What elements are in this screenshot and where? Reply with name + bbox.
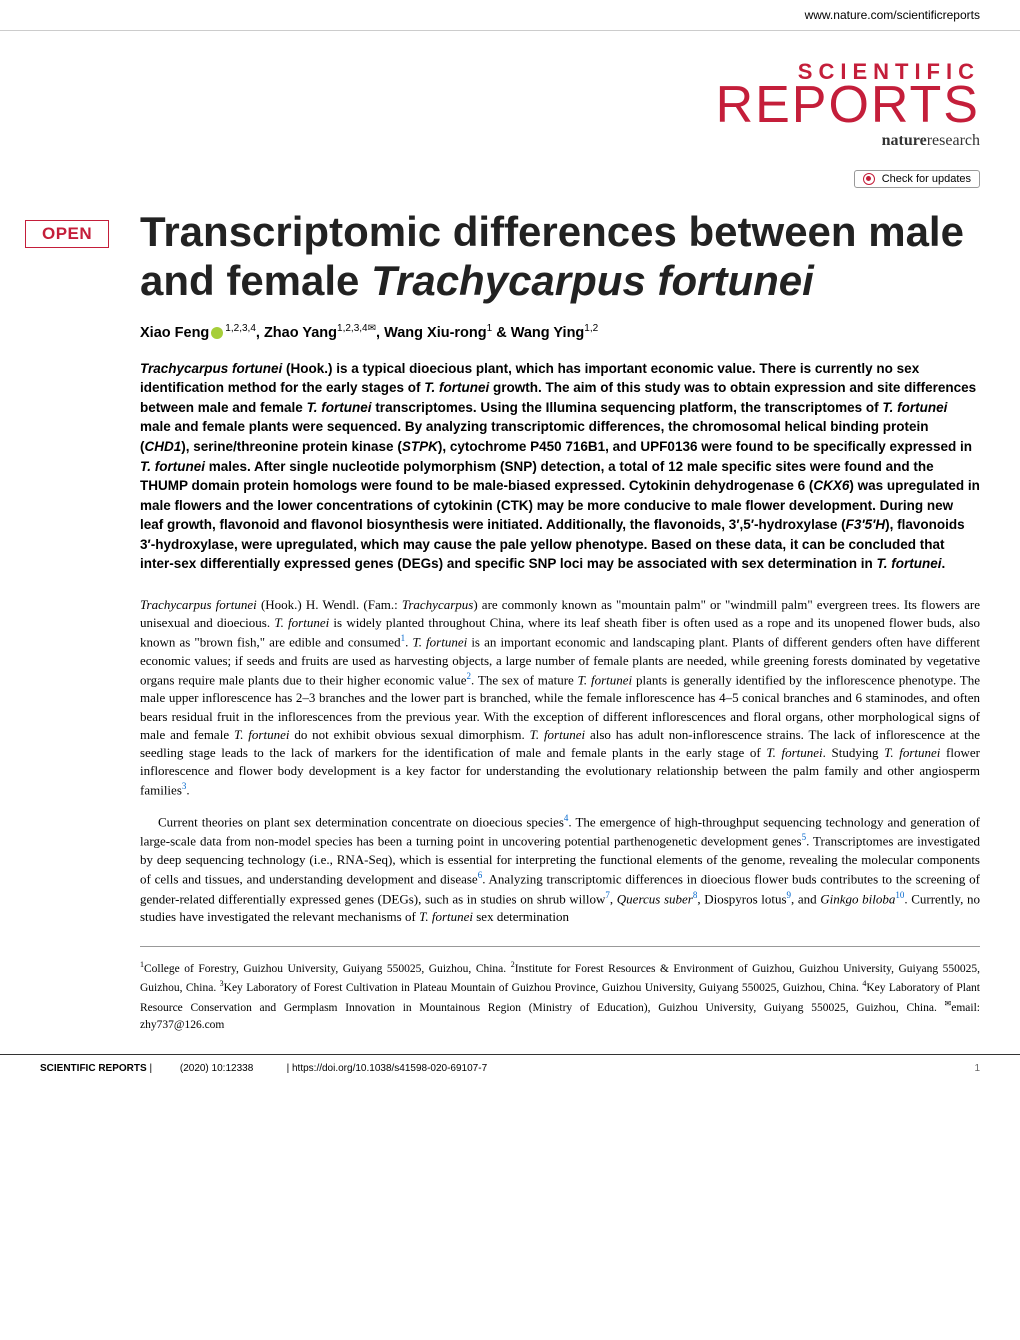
- header-url-bar: www.nature.com/scientificreports: [0, 0, 1020, 31]
- article-title: Transcriptomic differences between male …: [140, 208, 980, 305]
- logo-nature-research: natureresearch: [0, 132, 980, 150]
- check-updates-section: Check for updates: [0, 160, 1020, 208]
- article-main: OPEN Transcriptomic differences between …: [0, 208, 1020, 1034]
- page-number: 1: [974, 1063, 980, 1074]
- author-1[interactable]: Xiao Feng: [140, 325, 209, 341]
- journal-url[interactable]: www.nature.com/scientificreports: [805, 8, 980, 22]
- body-paragraph-1: Trachycarpus fortunei (Hook.) H. Wendl. …: [140, 596, 980, 800]
- logo-reports: REPORTS: [0, 83, 980, 127]
- journal-logo: SCIENTIFIC REPORTS natureresearch: [0, 31, 1020, 160]
- open-access-badge: OPEN: [25, 220, 109, 248]
- page-footer: SCIENTIFIC REPORTS | (2020) 10:12338 | h…: [0, 1054, 1020, 1082]
- ref-link[interactable]: 10: [895, 890, 904, 900]
- author-2[interactable]: Zhao Yang: [264, 325, 337, 341]
- crossmark-icon: [863, 173, 875, 185]
- body-paragraph-2: Current theories on plant sex determinat…: [140, 812, 980, 926]
- abstract: Trachycarpus fortunei (Hook.) is a typic…: [140, 359, 980, 574]
- affiliations: 1College of Forestry, Guizhou University…: [140, 946, 980, 1033]
- check-updates-button[interactable]: Check for updates: [854, 170, 980, 188]
- corresponding-icon: ✉: [368, 323, 376, 334]
- doi-link[interactable]: | https://doi.org/10.1038/s41598-020-691…: [287, 1063, 488, 1074]
- author-3[interactable]: Wang Xiu-rong: [384, 325, 487, 341]
- footer-citation: SCIENTIFIC REPORTS | (2020) 10:12338 | h…: [40, 1063, 487, 1074]
- author-4[interactable]: Wang Ying: [511, 325, 585, 341]
- corresponding-email[interactable]: zhy737@126.com: [140, 1019, 224, 1031]
- author-list: Xiao Feng1,2,3,4, Zhao Yang1,2,3,4✉, Wan…: [140, 323, 980, 341]
- orcid-icon[interactable]: [211, 327, 223, 339]
